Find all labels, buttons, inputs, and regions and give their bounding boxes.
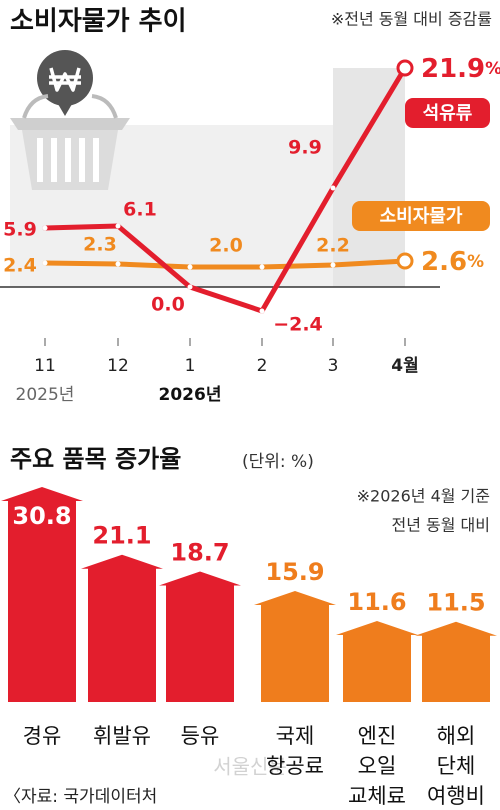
chart-title: 소비자물가 추이	[10, 7, 187, 37]
value-label: 18.7	[170, 538, 229, 566]
point-marker	[259, 264, 265, 270]
value-label: 6.1	[123, 199, 157, 221]
point-marker	[187, 284, 193, 290]
value-label: −2.4	[273, 314, 323, 336]
value-label: 2.4	[3, 255, 37, 277]
end-marker	[396, 252, 414, 270]
year-label: 2026년	[159, 385, 222, 405]
value-label: 15.9	[265, 558, 324, 586]
basket-slats	[37, 138, 99, 182]
point-marker	[187, 264, 193, 270]
pin	[58, 104, 72, 116]
legend-label: 석유류	[423, 103, 473, 124]
x-tick-label: 오일	[358, 754, 397, 778]
x-tick-label: 등유	[181, 724, 220, 748]
year-label: 2025년	[16, 385, 75, 405]
chart-note: ※전년 동월 대비 증감률	[331, 10, 492, 29]
value-label: 21.1	[92, 522, 151, 550]
value-label: 9.9	[288, 137, 322, 159]
bar	[1, 487, 83, 702]
plot-shade-highlight	[333, 68, 405, 287]
unit-label: (단위: %)	[242, 452, 314, 472]
bar	[336, 621, 418, 702]
x-tick-label: 1	[185, 356, 196, 376]
basket-icon	[10, 50, 130, 190]
value-label: 2.0	[209, 235, 243, 257]
value-label: 2.6%	[421, 247, 484, 277]
x-tick-label: 단체	[437, 754, 476, 778]
legend-box	[405, 98, 490, 128]
bar	[254, 591, 336, 702]
won-symbol	[49, 67, 81, 92]
value-label: 11.6	[347, 588, 406, 616]
value-label-number: 21.9	[421, 54, 485, 84]
point-marker	[330, 262, 336, 268]
value-label: 0.0	[151, 294, 185, 316]
chart-note: ※2026년 4월 기준	[357, 487, 490, 506]
value-label: 11.5	[426, 589, 485, 617]
x-tick-label: 해외	[437, 724, 476, 748]
x-tick-label: 휘발유	[93, 724, 151, 748]
point-marker	[330, 185, 336, 191]
point-marker	[115, 223, 121, 229]
x-tick-label: 12	[107, 356, 129, 376]
x-tick-label: 교체료	[348, 784, 406, 808]
source: 〈자료: 국가데이터처	[4, 787, 157, 807]
value-label: 21.9%	[421, 54, 500, 84]
x-tick-label: 11	[34, 356, 56, 376]
x-tick-label: 4월	[391, 356, 418, 376]
x-tick-label: 2	[257, 356, 268, 376]
value-label-number: 2.6	[421, 247, 467, 277]
value-label: 2.2	[316, 235, 350, 257]
chart-title: 주요 품목 증가율	[10, 445, 181, 473]
series-line	[42, 65, 408, 314]
x-tick-label: 경유	[23, 724, 62, 748]
basket-rim	[10, 118, 130, 130]
x-tick-label: 항공료	[266, 754, 324, 778]
x-tick-label: 엔진	[358, 724, 397, 748]
x-tick-label: 여행비	[427, 784, 485, 808]
end-marker	[396, 59, 414, 77]
value-label: 5.9	[3, 219, 37, 241]
value-label: 2.3	[83, 234, 117, 256]
value-label-unit: %	[467, 251, 484, 271]
point-marker	[42, 260, 48, 266]
point-marker	[115, 261, 121, 267]
bar	[81, 554, 163, 702]
legend-label: 소비자물가	[380, 206, 463, 227]
x-tick-label: 3	[328, 356, 339, 376]
series-line	[42, 258, 408, 270]
watermark: 서울신문	[213, 755, 287, 779]
bar	[159, 571, 241, 702]
chart-note: 전년 동월 대비	[392, 516, 491, 535]
x-tick-label: 국제	[276, 724, 315, 748]
point-marker	[42, 225, 48, 231]
value-label-unit: %	[485, 58, 500, 78]
basket-handle	[22, 94, 118, 119]
value-label: 30.8	[12, 502, 71, 530]
point-marker	[259, 308, 265, 314]
bar	[415, 621, 497, 702]
legend-box	[352, 201, 490, 231]
